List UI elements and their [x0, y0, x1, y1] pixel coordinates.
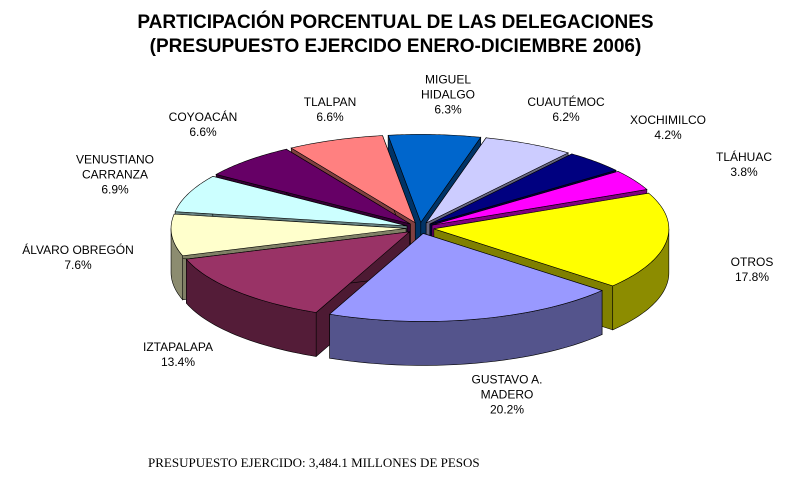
slice-label: COYOACÁN 6.6% [169, 110, 238, 140]
value-label: 20.2% [489, 402, 525, 417]
slice-label: TLALPAN 6.6% [304, 95, 356, 125]
category-name: COYOACÁN [168, 110, 238, 124]
slice-label: ÁLVARO OBREGÓN 7.6% [22, 243, 134, 273]
value-label: 3.8% [730, 165, 758, 179]
category-name: CUAUTÉMOC [527, 95, 605, 109]
category-name: VENUSTIANO CARRANZA [75, 152, 155, 182]
slice-label: GUSTAVO A. MADERO 20.2% [472, 373, 543, 418]
category-name: TLALPAN [303, 95, 357, 109]
value-label: 17.8% [734, 270, 770, 284]
value-label: 6.6% [316, 110, 344, 124]
slice-top [429, 153, 617, 225]
category-name: GUSTAVO A. MADERO [471, 372, 543, 402]
value-label: 4.2% [654, 128, 682, 142]
category-name: MIGUEL HIDALGO [420, 72, 476, 102]
category-name: IZTAPALAPA [142, 340, 214, 354]
chart-title: PARTICIPACIÓN PORCENTUAL DE LAS DELEGACI… [137, 12, 654, 33]
slice-top [328, 233, 603, 322]
slice-label: MIGUEL HIDALGO 6.3% [421, 73, 475, 118]
slice-top [387, 134, 482, 224]
footnote: PRESUPUESTO EJERCIDO: 3,484.1 MILLONES D… [148, 455, 480, 470]
slice-top [174, 176, 408, 227]
category-name: XOCHIMILCO [629, 113, 707, 127]
value-label: 6.6% [189, 125, 217, 139]
slice-label: CUAUTÉMOC 6.2% [527, 95, 604, 125]
slice-top [433, 192, 670, 287]
category-name: OTROS [730, 255, 774, 269]
slice-top [290, 135, 416, 224]
value-label: 6.9% [101, 182, 129, 197]
value-label: 6.3% [434, 102, 462, 117]
slice-label: IZTAPALAPA 13.4% [143, 340, 213, 370]
slice-label: TLÁHUAC 3.8% [716, 150, 772, 180]
slice-top [215, 148, 411, 225]
chart-subtitle: (PRESUPUESTO EJERCIDO ENERO-DICIEMBRE 20… [149, 36, 642, 57]
category-name: ÁLVARO OBREGÓN [22, 243, 134, 257]
value-label: 6.2% [552, 110, 580, 124]
slice-label: VENUSTIANO CARRANZA 6.9% [76, 153, 154, 198]
slice-top [431, 171, 648, 226]
slice-top [170, 213, 407, 257]
value-label: 7.6% [64, 258, 92, 272]
slice-label: OTROS 17.8% [731, 255, 774, 285]
slice-top [185, 231, 411, 313]
category-name: TLÁHUAC [715, 150, 773, 164]
slice-label: XOCHIMILCO 4.2% [630, 113, 706, 143]
slice-top [425, 137, 569, 224]
value-label: 13.4% [160, 355, 196, 369]
pie-slice [328, 232, 603, 366]
